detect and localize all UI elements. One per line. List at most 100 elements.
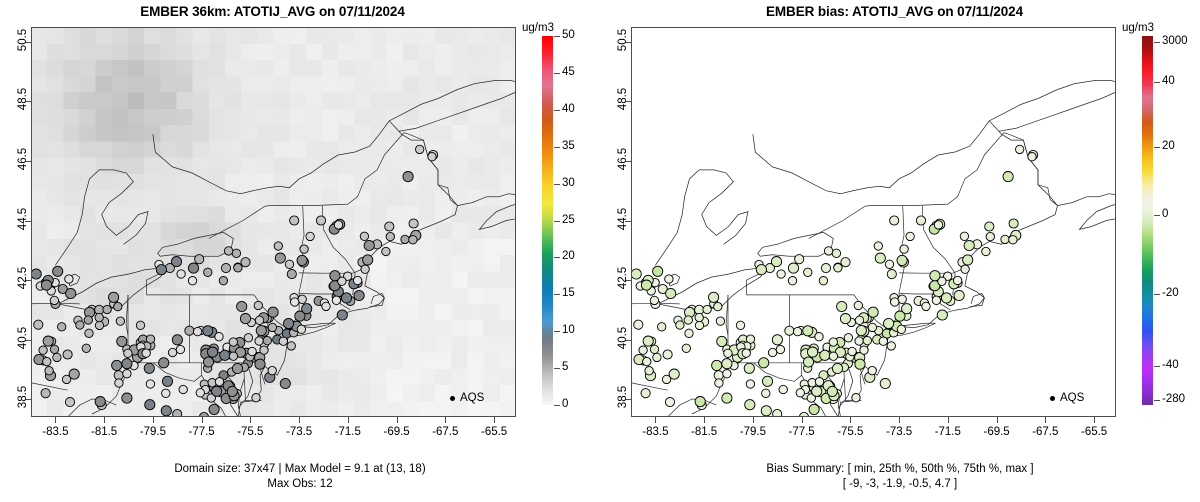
aqs-station-marker[interactable] xyxy=(362,254,374,266)
aqs-station-marker[interactable] xyxy=(160,405,172,417)
aqs-station-marker[interactable] xyxy=(862,335,872,346)
aqs-station-marker[interactable] xyxy=(57,322,67,332)
aqs-station-marker[interactable] xyxy=(251,393,261,403)
aqs-station-marker[interactable] xyxy=(714,378,724,388)
aqs-station-marker[interactable] xyxy=(113,301,123,312)
aqs-station-marker[interactable] xyxy=(723,348,733,358)
aqs-station-marker[interactable] xyxy=(915,215,927,226)
aqs-station-marker[interactable] xyxy=(664,397,676,408)
aqs-station-marker[interactable] xyxy=(940,292,953,304)
aqs-station-marker[interactable] xyxy=(775,344,786,355)
aqs-station-marker[interactable] xyxy=(145,379,156,389)
aqs-station-marker[interactable] xyxy=(929,270,941,282)
aqs-station-marker[interactable] xyxy=(1008,235,1018,245)
aqs-station-marker[interactable] xyxy=(267,306,279,318)
aqs-station-marker[interactable] xyxy=(886,269,897,280)
aqs-station-marker[interactable] xyxy=(402,171,414,183)
aqs-station-marker[interactable] xyxy=(847,346,857,357)
aqs-station-marker[interactable] xyxy=(111,359,123,371)
aqs-station-marker[interactable] xyxy=(194,254,205,265)
aqs-station-marker[interactable] xyxy=(963,239,975,252)
aqs-station-marker[interactable] xyxy=(640,388,651,399)
aqs-station-marker[interactable] xyxy=(145,334,156,344)
aqs-station-marker[interactable] xyxy=(192,326,203,337)
aqs-station-marker[interactable] xyxy=(231,362,244,375)
aqs-station-marker[interactable] xyxy=(340,292,353,304)
aqs-station-marker[interactable] xyxy=(814,332,824,342)
aqs-station-marker[interactable] xyxy=(214,332,224,342)
aqs-station-marker[interactable] xyxy=(206,393,216,403)
aqs-station-marker[interactable] xyxy=(802,356,815,368)
aqs-station-marker[interactable] xyxy=(255,324,267,337)
aqs-station-marker[interactable] xyxy=(854,315,865,325)
aqs-station-marker[interactable] xyxy=(798,411,810,421)
aqs-station-marker[interactable] xyxy=(353,289,365,302)
aqs-station-marker[interactable] xyxy=(937,276,947,286)
aqs-station-marker[interactable] xyxy=(333,220,344,230)
aqs-station-marker[interactable] xyxy=(851,393,861,403)
aqs-station-marker[interactable] xyxy=(681,343,691,353)
aqs-station-marker[interactable] xyxy=(64,397,76,408)
aqs-station-marker[interactable] xyxy=(640,279,653,291)
aqs-station-marker[interactable] xyxy=(745,379,756,389)
aqs-station-marker[interactable] xyxy=(202,356,215,368)
aqs-station-marker[interactable] xyxy=(787,276,798,286)
aqs-station-marker[interactable] xyxy=(985,231,995,242)
aqs-station-marker[interactable] xyxy=(642,356,652,367)
aqs-station-marker[interactable] xyxy=(758,357,770,369)
aqs-station-marker[interactable] xyxy=(901,303,913,315)
aqs-station-marker[interactable] xyxy=(638,345,648,355)
aqs-station-marker[interactable] xyxy=(161,375,174,387)
aqs-station-marker[interactable] xyxy=(363,239,375,252)
aqs-station-marker[interactable] xyxy=(62,349,73,360)
aqs-station-marker[interactable] xyxy=(761,375,774,387)
aqs-station-marker[interactable] xyxy=(702,304,712,315)
aqs-station-marker[interactable] xyxy=(286,269,297,280)
aqs-station-marker[interactable] xyxy=(839,313,852,325)
aqs-station-marker[interactable] xyxy=(657,283,668,295)
aqs-station-marker[interactable] xyxy=(286,341,296,351)
aqs-station-marker[interactable] xyxy=(761,388,771,398)
aqs-station-marker[interactable] xyxy=(778,384,788,395)
aqs-station-marker[interactable] xyxy=(223,246,234,256)
aqs-station-marker[interactable] xyxy=(228,351,239,361)
aqs-station-marker[interactable] xyxy=(644,366,654,376)
aqs-station-marker[interactable] xyxy=(708,291,720,303)
aqs-station-marker[interactable] xyxy=(296,324,307,334)
aqs-station-marker[interactable] xyxy=(259,345,269,355)
aqs-station-marker[interactable] xyxy=(385,231,395,242)
aqs-station-marker[interactable] xyxy=(243,333,254,343)
aqs-station-marker[interactable] xyxy=(953,289,965,302)
aqs-station-marker[interactable] xyxy=(239,313,252,325)
aqs-station-marker[interactable] xyxy=(38,345,48,355)
aqs-station-marker[interactable] xyxy=(962,254,974,266)
aqs-station-marker[interactable] xyxy=(114,378,124,388)
aqs-station-marker[interactable] xyxy=(633,319,644,330)
aqs-station-marker[interactable] xyxy=(836,300,848,313)
aqs-station-marker[interactable] xyxy=(741,348,751,358)
aqs-station-marker[interactable] xyxy=(787,262,800,274)
aqs-station-marker[interactable] xyxy=(828,351,839,361)
aqs-station-marker[interactable] xyxy=(102,304,112,315)
aqs-station-marker[interactable] xyxy=(1008,218,1019,229)
aqs-station-marker[interactable] xyxy=(715,316,726,326)
aqs-station-marker[interactable] xyxy=(49,295,60,306)
aqs-station-marker[interactable] xyxy=(889,215,900,226)
aqs-station-marker[interactable] xyxy=(713,301,723,312)
aqs-station-marker[interactable] xyxy=(202,325,214,337)
aqs-station-marker[interactable] xyxy=(233,263,243,273)
aqs-station-marker[interactable] xyxy=(683,315,693,325)
aqs-station-marker[interactable] xyxy=(155,264,167,276)
aqs-station-marker[interactable] xyxy=(661,374,672,385)
aqs-station-marker[interactable] xyxy=(883,317,895,330)
aqs-station-marker[interactable] xyxy=(116,335,128,347)
aqs-station-marker[interactable] xyxy=(214,377,225,387)
aqs-station-marker[interactable] xyxy=(40,388,51,399)
aqs-station-marker[interactable] xyxy=(290,297,300,307)
aqs-station-marker[interactable] xyxy=(176,269,186,279)
aqs-station-marker[interactable] xyxy=(981,246,991,257)
aqs-station-marker[interactable] xyxy=(236,300,248,313)
aqs-station-marker[interactable] xyxy=(878,336,888,346)
aqs-station-marker[interactable] xyxy=(684,328,694,338)
aqs-station-marker[interactable] xyxy=(33,319,44,330)
